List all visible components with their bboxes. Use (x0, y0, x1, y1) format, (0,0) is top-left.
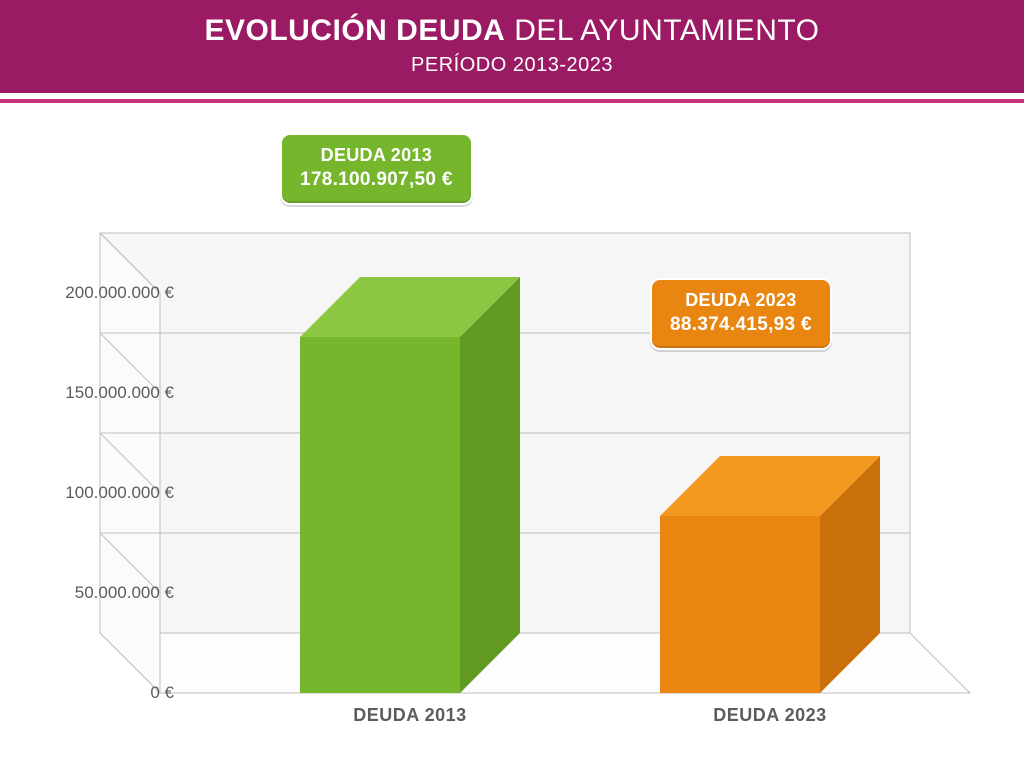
ytick-50: 50.000.000 € (75, 583, 174, 603)
chart-header: EVOLUCIÓN DEUDA DEL AYUNTAMIENTO PERÍODO… (0, 0, 1024, 93)
title-light: DEL AYUNTAMIENTO (514, 14, 819, 47)
bar-2013-front (300, 337, 460, 693)
badge-2023-value: 88.374.415,93 € (670, 314, 812, 336)
badge-2013-title: DEUDA 2013 (300, 145, 453, 166)
chart-area: 0 € 50.000.000 € 100.000.000 € 150.000.0… (0, 103, 1024, 743)
xlabel-2023: DEUDA 2023 (660, 705, 880, 726)
bar-2023-front (660, 516, 820, 693)
badge-2013-value: 178.100.907,50 € (300, 169, 453, 191)
badge-2023-title: DEUDA 2023 (670, 290, 812, 311)
ytick-100: 100.000.000 € (65, 483, 174, 503)
badge-2013: DEUDA 2013 178.100.907,50 € (280, 133, 473, 205)
bar-2013-side (460, 277, 520, 693)
bar-2023-side (820, 456, 880, 693)
chart-title: EVOLUCIÓN DEUDA DEL AYUNTAMIENTO (0, 14, 1024, 48)
chart-subtitle: PERÍODO 2013-2023 (0, 54, 1024, 77)
ytick-200: 200.000.000 € (65, 283, 174, 303)
ytick-0: 0 € (150, 683, 174, 703)
divider-wrapper (0, 93, 1024, 103)
xlabel-2013: DEUDA 2013 (300, 705, 520, 726)
title-strong: EVOLUCIÓN DEUDA (205, 14, 506, 47)
ytick-150: 150.000.000 € (65, 383, 174, 403)
badge-2023: DEUDA 2023 88.374.415,93 € (650, 278, 832, 350)
